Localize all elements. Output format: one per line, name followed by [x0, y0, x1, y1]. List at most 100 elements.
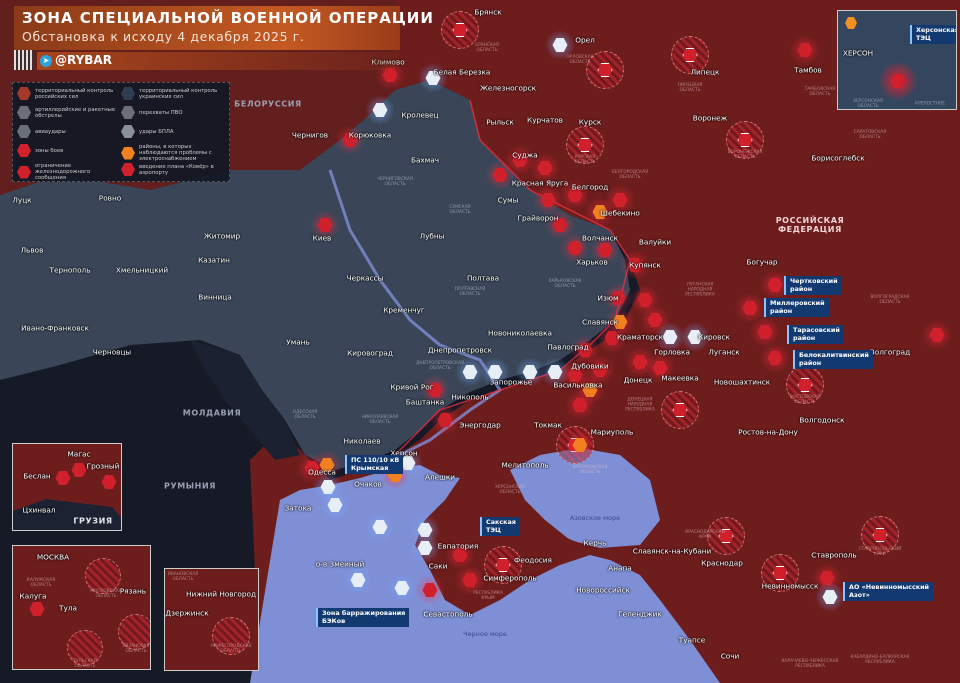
city-label-26[interactable]: Лубны — [419, 231, 445, 241]
city-label-58[interactable]: Запорожье — [489, 377, 533, 387]
city-label-56[interactable]: Макеевка — [661, 373, 699, 383]
city-label-27[interactable]: Волчанск — [581, 233, 619, 243]
city-label-19[interactable]: Грайворон — [517, 213, 559, 223]
city-label-1[interactable]: Орел — [575, 35, 595, 45]
city-label-87[interactable]: Севастополь — [423, 609, 473, 619]
city-label-0[interactable]: Брянск — [474, 7, 502, 17]
city-label-88[interactable]: Туапсе — [678, 635, 706, 645]
city-label-65[interactable]: Мариуполь — [590, 427, 634, 437]
city-label-53[interactable]: Горловка — [654, 347, 690, 357]
city-label-51[interactable]: Луганск — [708, 347, 740, 357]
city-label-16[interactable]: Красная Яруга — [511, 178, 569, 188]
city-label-2[interactable]: Белая Березка — [433, 67, 491, 77]
city-label-41[interactable]: Кременчуг — [383, 305, 425, 315]
city-label-50[interactable]: Кировоград — [347, 348, 393, 358]
city-label-82[interactable]: Саки — [428, 561, 448, 571]
city-label-62[interactable]: Никополь — [451, 392, 489, 402]
city-label-47[interactable]: Днепропетровск — [427, 345, 493, 355]
city-label-39[interactable]: Изюм — [597, 293, 619, 303]
city-label-32[interactable]: Купянск — [629, 260, 661, 270]
city-label-54[interactable]: Дубовики — [571, 361, 609, 371]
city-label-23[interactable]: Ровно — [98, 193, 122, 203]
city-label-36[interactable]: Черкассы — [346, 273, 384, 283]
city-label-57[interactable]: Кривой Рог — [390, 382, 434, 392]
city-label-10[interactable]: Курск — [578, 117, 602, 127]
city-label-85[interactable]: Новороссийск — [576, 585, 630, 595]
city-label-42[interactable]: Славянск — [581, 317, 619, 327]
city-label-9[interactable]: Курчатов — [527, 115, 563, 125]
city-label-15[interactable]: Суджа — [512, 150, 538, 160]
city-label-38[interactable]: Винница — [198, 292, 232, 302]
callout-label[interactable]: ПС 110/10 кВ Крымская — [345, 455, 404, 474]
city-label-67[interactable]: Волгодонск — [799, 415, 845, 425]
city-label-77[interactable]: Краснодар — [701, 558, 743, 568]
city-label-75[interactable]: Керчь — [583, 538, 607, 548]
city-label-33[interactable]: Богучар — [746, 257, 778, 267]
city-label-7[interactable]: Кролевец — [401, 110, 439, 120]
city-label-13[interactable]: Корюковка — [348, 130, 392, 140]
city-label-40[interactable]: Ивано-Франковск — [21, 323, 89, 333]
city-label-48[interactable]: Павлоград — [547, 342, 589, 352]
city-label-70[interactable]: Очаков — [354, 479, 382, 489]
city-label-34[interactable]: Тернополь — [49, 265, 91, 275]
city-label-81[interactable]: Евпатория — [437, 541, 479, 551]
city-label-22[interactable]: Луцк — [12, 195, 32, 205]
city-label-66[interactable]: Ростов-на-Дону — [738, 427, 798, 437]
city-label-24[interactable]: Житомир — [203, 231, 241, 241]
city-label-11[interactable]: Воронеж — [692, 113, 728, 123]
city-label-63[interactable]: Энергодар — [459, 420, 501, 430]
callout-label[interactable]: Миллеровский район — [764, 298, 829, 317]
city-label-44[interactable]: Новониколаевка — [488, 328, 552, 338]
qr-code[interactable] — [14, 50, 34, 70]
city-label-28[interactable]: Валуйки — [638, 237, 672, 247]
city-label-6[interactable]: Тамбов — [794, 65, 822, 75]
city-label-60[interactable]: Новошахтинск — [713, 377, 771, 387]
callout-label[interactable]: Тарасовский район — [787, 325, 844, 344]
city-label-12[interactable]: Чернигов — [291, 130, 329, 140]
city-label-35[interactable]: Хмельницкий — [115, 265, 169, 275]
city-label-52[interactable]: Волгоград — [869, 347, 911, 357]
city-label-45[interactable]: Краматорск — [616, 332, 664, 342]
channel-handle[interactable]: @RYBAR — [55, 53, 112, 67]
city-label-46[interactable]: Кировск — [698, 332, 730, 342]
callout-label[interactable]: АО «Невинномысский Азот» — [843, 582, 934, 601]
city-label-18[interactable]: Белгород — [571, 182, 609, 192]
callout-label[interactable]: Белокалитвинский район — [793, 350, 873, 369]
city-label-14[interactable]: Бахмач — [410, 155, 440, 165]
city-label-86[interactable]: Геленджик — [618, 609, 662, 619]
city-label-8[interactable]: Рыльск — [486, 117, 514, 127]
city-label-43[interactable]: Умань — [286, 337, 310, 347]
city-label-25[interactable]: Киев — [312, 233, 332, 243]
city-label-69[interactable]: Одесса — [308, 467, 336, 477]
city-label-78[interactable]: Ставрополь — [811, 550, 857, 560]
city-label-20[interactable]: Шебекино — [600, 208, 640, 218]
city-label-83[interactable]: Симферополь — [483, 573, 537, 583]
city-label-21[interactable]: Борисоглебск — [811, 153, 865, 163]
city-label-4[interactable]: Железногорск — [480, 83, 536, 93]
city-label-55[interactable]: Донецк — [623, 375, 653, 385]
city-label-30[interactable]: Казатин — [198, 255, 230, 265]
city-label-71[interactable]: Херсон — [390, 448, 418, 458]
city-label-73[interactable]: Мелитополь — [501, 460, 549, 470]
city-label-31[interactable]: Харьков — [576, 257, 608, 267]
callout-label[interactable]: Сакская ТЭЦ — [480, 517, 520, 536]
callout-label[interactable]: Чертковский район — [784, 276, 842, 295]
city-label-61[interactable]: Баштанка — [405, 397, 445, 407]
city-label-59[interactable]: Васильковка — [553, 380, 603, 390]
city-label-89[interactable]: Сочи — [720, 651, 740, 661]
city-label-76[interactable]: Славянск-на-Кубани — [632, 546, 712, 556]
city-label-68[interactable]: Николаев — [343, 436, 381, 446]
city-label-79[interactable]: Невинномысск — [761, 581, 819, 591]
city-label-74[interactable]: Затока — [284, 503, 312, 513]
city-label-49[interactable]: Черновцы — [92, 347, 132, 357]
city-label-5[interactable]: Липецк — [690, 67, 720, 77]
city-label-29[interactable]: Львов — [20, 245, 44, 255]
city-label-64[interactable]: Токмак — [534, 420, 562, 430]
city-label-37[interactable]: Полтава — [466, 273, 500, 283]
city-label-72[interactable]: Алешки — [425, 472, 455, 482]
city-label-90[interactable]: о-в Змеиный — [315, 559, 365, 569]
city-label-84[interactable]: Анапа — [608, 563, 632, 573]
city-label-17[interactable]: Сумы — [497, 195, 519, 205]
callout-label[interactable]: Зона барражирования БЭКов — [316, 608, 410, 627]
city-label-80[interactable]: Феодосия — [514, 555, 552, 565]
